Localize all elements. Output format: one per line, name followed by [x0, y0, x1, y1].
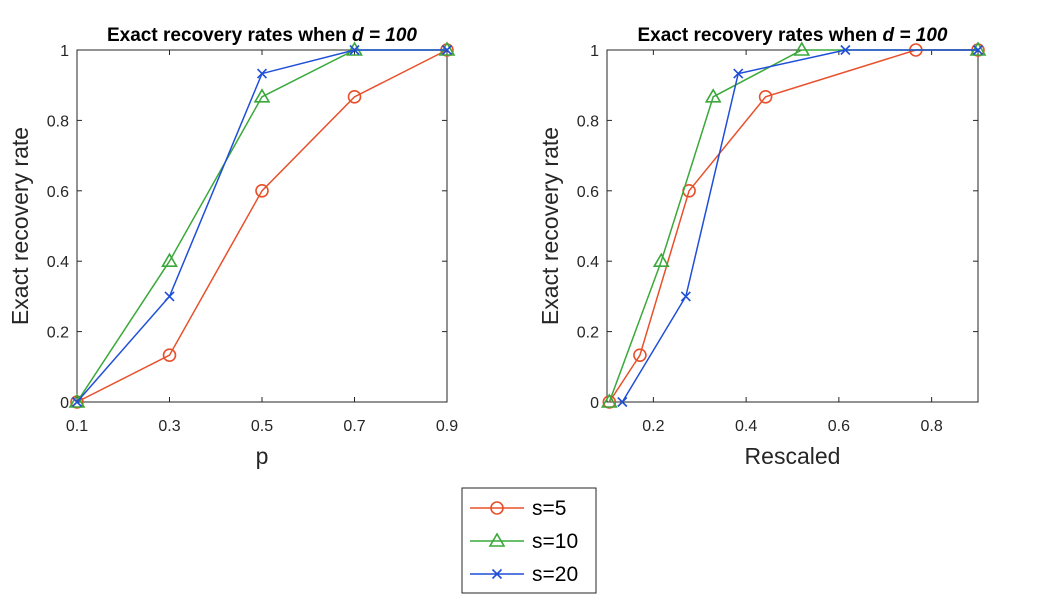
chart-title-text: Exact recovery rates when [107, 25, 352, 46]
data-point-s-10 [969, 41, 987, 56]
series-s-20 [617, 44, 984, 408]
x-tick-label: 0.1 [66, 418, 88, 435]
y-tick-label: 0.4 [577, 254, 599, 271]
data-point-s-10 [438, 41, 456, 56]
legend-marker [488, 532, 506, 547]
legend-label: s=5 [532, 497, 566, 520]
legend-entry-s-5: s=5 [470, 497, 566, 520]
x-tick-label: 0.5 [251, 418, 273, 435]
series-line-s-5 [76, 49, 448, 403]
x-tick-label: 0.6 [828, 418, 850, 435]
plot-area [606, 49, 979, 403]
x-tick-label: 0.8 [921, 418, 943, 435]
data-point-s-20 [972, 44, 984, 56]
data-point-s-5 [633, 348, 647, 362]
y-tick-label: 0 [60, 395, 69, 412]
x-axis-label: p [256, 443, 269, 469]
data-point-s-10 [68, 393, 86, 408]
data-point-s-5 [162, 348, 177, 362]
data-point-s-10 [600, 393, 618, 408]
y-tick-label: 0 [590, 395, 599, 412]
data-point-s-20 [733, 68, 744, 79]
data-point-s-20 [71, 396, 83, 408]
chart-1: 0 0.2 0.4 0.6 0.8 1 0.1 0.3 0.5 0.7 0.9 Exact recov… [7, 25, 458, 469]
plot-area [76, 49, 448, 403]
y-axis-label: Exact recovery rate [537, 127, 563, 325]
x-tick-label: 0.9 [436, 418, 458, 435]
y-tick-label: 0.8 [577, 113, 599, 130]
chart-title: Exact recovery rates when d = 100 [107, 25, 417, 46]
data-point-s-10 [652, 252, 670, 268]
x-tick-label: 0.3 [158, 418, 180, 435]
legend-label: s=10 [532, 530, 578, 553]
y-axis-label: Exact recovery rate [7, 127, 33, 325]
chart-title-variable: d = 100 [352, 25, 417, 46]
x-tick-label: 0.4 [735, 418, 757, 435]
x-tick-label: 0.7 [343, 418, 365, 435]
data-point-s-20 [617, 396, 628, 408]
chart-title-variable: d = 100 [883, 25, 948, 46]
data-point-s-10 [253, 88, 271, 103]
y-tick-label: 0.4 [47, 254, 69, 271]
data-point-s-20 [680, 291, 691, 302]
legend: s=5 s=10 s=20 [461, 487, 597, 594]
data-point-s-10 [346, 41, 363, 56]
legend-label: s=20 [532, 563, 578, 586]
data-point-s-20 [441, 44, 453, 56]
legend-marker [490, 501, 504, 515]
data-point-s-10 [793, 41, 811, 56]
y-tick-label: 1 [60, 43, 69, 60]
legend-marker [491, 568, 503, 580]
data-point-s-5 [347, 90, 362, 104]
series-s-5 [70, 43, 454, 409]
legend-entry-s-10: s=10 [470, 530, 578, 553]
data-point-s-20 [164, 291, 175, 302]
data-point-s-5 [255, 184, 269, 198]
legend-entry-s-20: s=20 [470, 563, 578, 586]
chart-2: 0 0.2 0.4 0.6 0.8 1 0.2 0.4 0.6 0.8 Exact recovery… [537, 25, 987, 469]
chart-title-text: Exact recovery rates when [638, 25, 883, 46]
x-axis-label: Rescaled [745, 443, 841, 469]
y-tick-label: 1 [590, 43, 599, 60]
y-tick-label: 0.6 [47, 184, 69, 201]
y-tick-label: 0.2 [47, 325, 69, 342]
data-point-s-10 [161, 252, 178, 268]
y-tick-label: 0.6 [577, 184, 599, 201]
series-s-20 [71, 44, 453, 408]
data-point-s-20 [256, 68, 268, 79]
data-point-s-20 [349, 44, 360, 56]
data-point-s-10 [704, 88, 722, 103]
data-point-s-20 [840, 44, 851, 56]
data-point-s-5 [758, 90, 773, 104]
y-tick-label: 0.2 [577, 325, 599, 342]
chart-title: Exact recovery rates when d = 100 [638, 25, 948, 46]
y-tick-label: 0.8 [47, 113, 69, 130]
x-tick-label: 0.2 [642, 418, 664, 435]
